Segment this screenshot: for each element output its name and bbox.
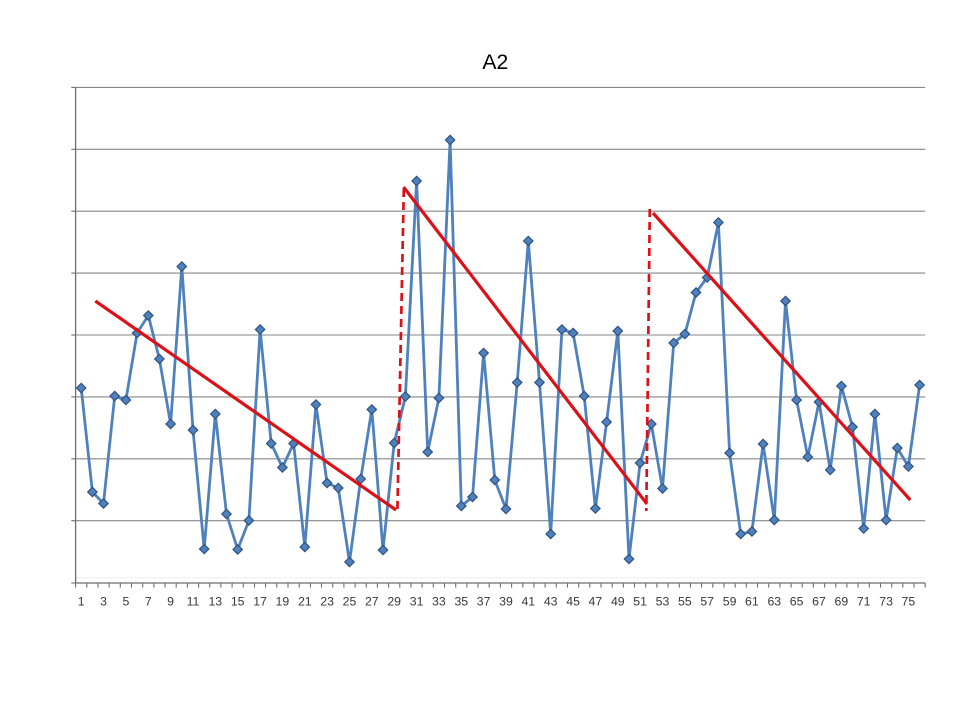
svg-text:33: 33 — [432, 595, 446, 609]
svg-text:65: 65 — [790, 595, 804, 609]
svg-text:63: 63 — [767, 595, 781, 609]
svg-text:11: 11 — [187, 595, 200, 609]
svg-text:35: 35 — [454, 595, 468, 609]
svg-text:17: 17 — [253, 595, 267, 609]
svg-text:7: 7 — [145, 595, 152, 609]
svg-text:55: 55 — [678, 595, 692, 609]
svg-text:1: 1 — [78, 595, 85, 609]
svg-text:45: 45 — [566, 595, 580, 609]
svg-text:23: 23 — [320, 595, 334, 609]
svg-text:9: 9 — [167, 595, 174, 609]
svg-text:41: 41 — [521, 595, 535, 609]
svg-text:3: 3 — [100, 595, 107, 609]
svg-text:21: 21 — [298, 595, 312, 609]
svg-text:15: 15 — [231, 595, 245, 609]
svg-text:43: 43 — [544, 595, 558, 609]
svg-text:51: 51 — [633, 595, 647, 609]
svg-text:39: 39 — [499, 595, 513, 609]
svg-text:49: 49 — [611, 595, 625, 609]
svg-text:5: 5 — [122, 595, 129, 609]
svg-text:71: 71 — [857, 595, 871, 609]
svg-text:A2: A2 — [482, 51, 508, 74]
svg-text:61: 61 — [745, 595, 759, 609]
svg-text:47: 47 — [589, 595, 603, 609]
svg-text:29: 29 — [387, 595, 401, 609]
svg-text:59: 59 — [723, 595, 737, 609]
svg-text:37: 37 — [477, 595, 491, 609]
svg-text:67: 67 — [812, 595, 826, 609]
svg-text:57: 57 — [700, 595, 714, 609]
svg-text:73: 73 — [879, 595, 893, 609]
svg-text:27: 27 — [365, 595, 379, 609]
svg-text:75: 75 — [902, 595, 916, 609]
svg-text:19: 19 — [276, 595, 290, 609]
svg-text:25: 25 — [343, 595, 357, 609]
svg-text:31: 31 — [410, 595, 424, 609]
svg-text:69: 69 — [835, 595, 849, 609]
svg-text:13: 13 — [208, 595, 222, 609]
svg-text:53: 53 — [656, 595, 670, 609]
